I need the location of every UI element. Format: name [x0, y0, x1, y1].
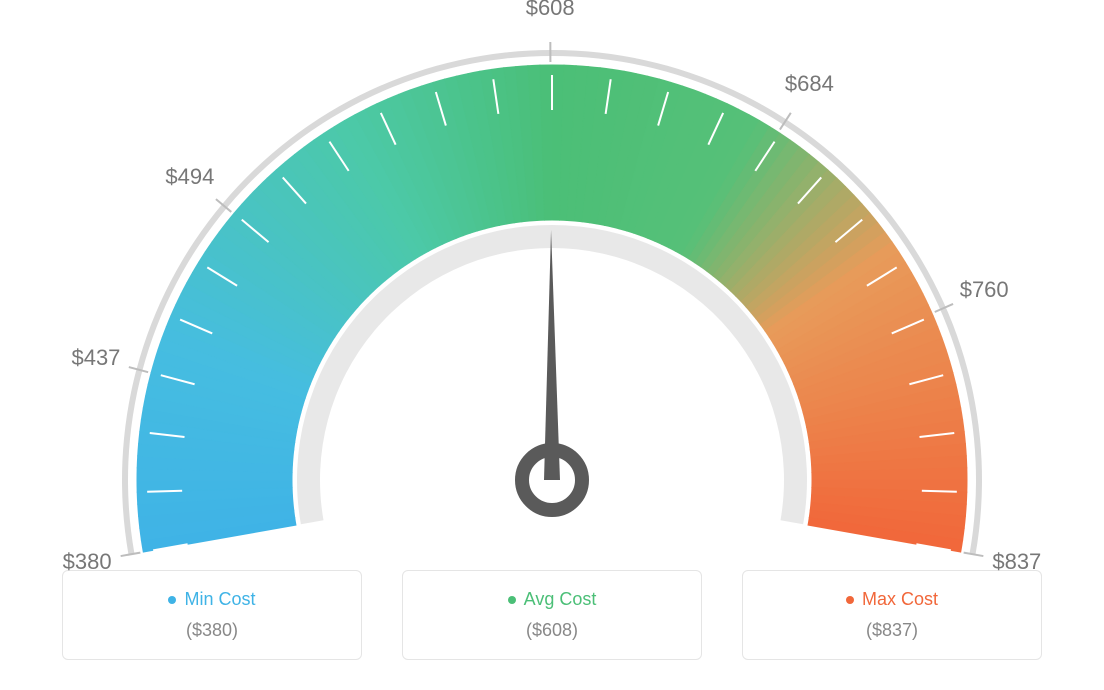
tick-label: $608 [526, 0, 575, 21]
tick-label: $380 [63, 549, 112, 575]
legend-value-avg: ($608) [413, 620, 691, 641]
tick-label: $437 [71, 345, 120, 371]
legend-title-min: Min Cost [168, 589, 255, 610]
gauge-container: $380$437$494$608$684$760$837 [0, 0, 1104, 560]
legend-card-max: Max Cost ($837) [742, 570, 1042, 660]
gauge-svg [0, 0, 1104, 560]
legend-title-text-min: Min Cost [184, 589, 255, 610]
minor-tick [922, 491, 957, 492]
legend-title-max: Max Cost [846, 589, 938, 610]
tick-label: $760 [960, 277, 1009, 303]
legend-dot-avg [508, 596, 516, 604]
tick-label: $684 [785, 71, 834, 97]
legend-value-max: ($837) [753, 620, 1031, 641]
legend-value-min: ($380) [73, 620, 351, 641]
legend-dot-min [168, 596, 176, 604]
legend-title-avg: Avg Cost [508, 589, 597, 610]
legend-dot-max [846, 596, 854, 604]
needle [544, 230, 560, 480]
minor-tick [147, 491, 182, 492]
tick-label: $837 [992, 549, 1041, 575]
legend-row: Min Cost ($380) Avg Cost ($608) Max Cost… [0, 570, 1104, 660]
legend-title-text-max: Max Cost [862, 589, 938, 610]
tick-label: $494 [165, 164, 214, 190]
legend-card-avg: Avg Cost ($608) [402, 570, 702, 660]
legend-card-min: Min Cost ($380) [62, 570, 362, 660]
legend-title-text-avg: Avg Cost [524, 589, 597, 610]
